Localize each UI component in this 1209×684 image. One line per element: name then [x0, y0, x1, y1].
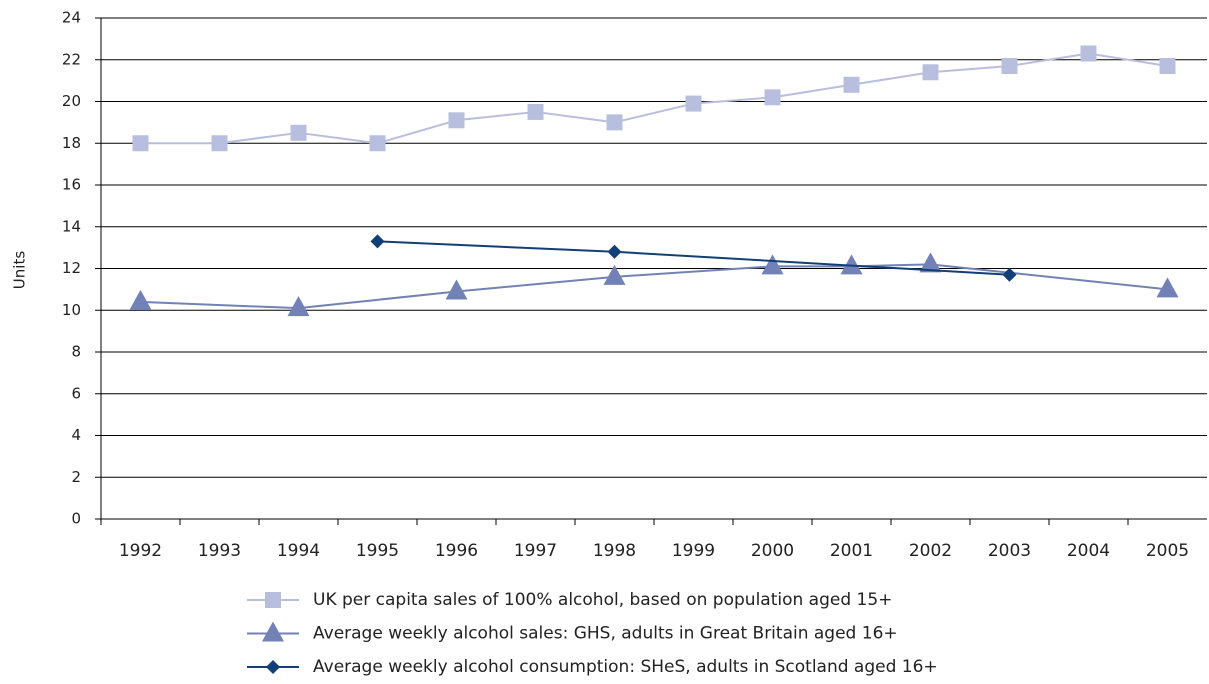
x-tick-label: 1992 [119, 541, 162, 561]
y-tick-label: 24 [62, 9, 81, 27]
data-point [1156, 277, 1179, 298]
x-tick-label: 1993 [198, 541, 241, 561]
y-tick-label: 6 [71, 384, 81, 402]
x-tick-label: 2003 [988, 541, 1031, 561]
data-point [211, 135, 228, 152]
data-point [132, 135, 149, 152]
x-tick-label: 1999 [672, 541, 715, 561]
series-line-segment [772, 83, 852, 99]
series-line-segment [1009, 52, 1089, 68]
x-tick-label: 2002 [909, 541, 952, 561]
series-line-segment [614, 102, 694, 124]
data-point [606, 114, 623, 131]
series-line-segment [219, 131, 299, 145]
series-line-segment [535, 110, 615, 124]
y-tick-label: 0 [71, 510, 81, 528]
y-axis-label: Units [11, 251, 29, 290]
series-line-segment [298, 290, 457, 310]
legend-marker [262, 621, 284, 642]
legend-label: Average weekly alcohol consumption: SHeS… [313, 657, 938, 677]
series-line-segment [614, 250, 1010, 276]
legend-marker [265, 592, 281, 608]
data-point [129, 289, 152, 310]
data-point [922, 64, 939, 81]
data-point [1080, 45, 1097, 62]
x-tick-label: 2000 [751, 541, 794, 561]
y-tick-label: 14 [62, 217, 81, 235]
data-point [603, 264, 626, 285]
data-point [685, 95, 702, 112]
series-line-segment [693, 96, 773, 105]
y-tick-label: 2 [71, 468, 81, 486]
y-tick-label: 16 [62, 176, 81, 194]
data-point [448, 112, 465, 129]
y-tick-label: 4 [71, 426, 81, 444]
x-tick-label: 2005 [1146, 541, 1189, 561]
series-line-segment [377, 119, 457, 145]
data-point [1159, 58, 1176, 75]
data-point [919, 252, 942, 273]
y-tick-label: 12 [62, 259, 81, 277]
series-line-segment [456, 275, 615, 293]
x-tick-label: 1994 [277, 541, 320, 561]
series-line-segment [930, 263, 1168, 291]
x-tick-label: 1996 [435, 541, 478, 561]
legend-label: Average weekly alcohol sales: GHS, adult… [313, 624, 898, 644]
data-point [527, 103, 544, 120]
data-point [369, 135, 386, 152]
series-line-segment [140, 300, 299, 310]
series-line-segment [851, 71, 931, 86]
x-tick-label: 2004 [1067, 541, 1110, 561]
series-line-segment [614, 265, 773, 278]
data-point [1002, 267, 1017, 282]
y-tick-label: 22 [62, 50, 81, 68]
series-line-segment [298, 131, 378, 145]
legend-marker [266, 660, 280, 674]
y-tick-label: 8 [71, 343, 81, 361]
data-point [290, 124, 307, 141]
data-point [287, 296, 310, 317]
x-tick-label: 1995 [356, 541, 399, 561]
data-point [764, 89, 781, 106]
data-point [840, 254, 863, 275]
data-point [1001, 58, 1018, 75]
data-point [607, 244, 622, 259]
data-point [761, 254, 784, 275]
x-tick-label: 1997 [514, 541, 557, 561]
series-line-segment [1088, 52, 1168, 68]
y-tick-label: 20 [62, 92, 81, 110]
x-tick-label: 2001 [830, 541, 873, 561]
legend-label: UK per capita sales of 100% alcohol, bas… [313, 590, 892, 610]
series-line-segment [930, 65, 1010, 74]
y-tick-label: 18 [62, 134, 81, 152]
data-point [843, 76, 860, 93]
y-tick-label: 10 [62, 301, 81, 319]
data-point [370, 234, 385, 249]
data-point [445, 279, 468, 300]
x-tick-label: 1998 [593, 541, 636, 561]
series-line-segment [377, 240, 615, 253]
series-line-segment [456, 110, 536, 122]
